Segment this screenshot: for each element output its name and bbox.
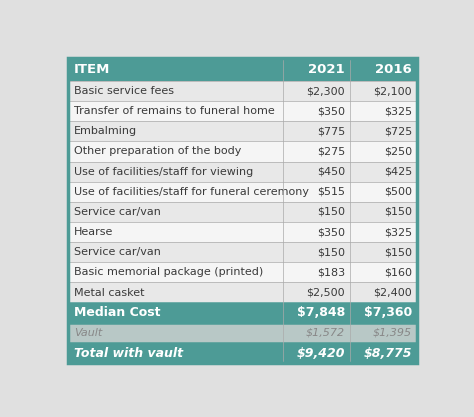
Text: $515: $515 (317, 187, 345, 197)
Bar (68, 141, 283, 161)
Text: $7,360: $7,360 (364, 306, 412, 319)
Text: Transfer of remains to funeral home: Transfer of remains to funeral home (74, 106, 275, 116)
Bar (68, 343, 283, 363)
Bar (350, 303, 418, 323)
Text: ITEM: ITEM (74, 63, 110, 76)
Bar (283, 101, 350, 121)
Bar (283, 343, 350, 363)
Bar (283, 222, 350, 242)
Text: $250: $250 (384, 146, 412, 156)
Text: $2,300: $2,300 (306, 86, 345, 96)
Bar (68, 242, 283, 262)
Bar (283, 282, 350, 303)
Bar (350, 343, 418, 363)
Bar (283, 182, 350, 202)
Bar (68, 81, 283, 101)
Text: $450: $450 (317, 167, 345, 177)
Text: Service car/van: Service car/van (74, 247, 161, 257)
Text: 2021: 2021 (308, 63, 345, 76)
Bar (283, 202, 350, 222)
Bar (283, 141, 350, 161)
Bar (68, 222, 283, 242)
Bar (68, 303, 283, 323)
Bar (283, 81, 350, 101)
Bar (350, 323, 418, 343)
Bar (68, 121, 283, 141)
Text: $2,400: $2,400 (373, 288, 412, 298)
Text: Other preparation of the body: Other preparation of the body (74, 146, 241, 156)
Text: Basic service fees: Basic service fees (74, 86, 174, 96)
Text: $425: $425 (383, 167, 412, 177)
Text: $2,500: $2,500 (306, 288, 345, 298)
Bar (283, 121, 350, 141)
Text: Vault: Vault (74, 328, 102, 338)
Text: $150: $150 (384, 247, 412, 257)
Text: $725: $725 (383, 126, 412, 136)
Bar (68, 202, 283, 222)
Text: Use of facilities/staff for viewing: Use of facilities/staff for viewing (74, 167, 253, 177)
Bar (350, 81, 418, 101)
Bar (350, 161, 418, 182)
Text: $500: $500 (384, 187, 412, 197)
Bar (68, 101, 283, 121)
Bar (350, 58, 418, 81)
Bar (283, 323, 350, 343)
Bar (350, 101, 418, 121)
Bar (350, 202, 418, 222)
Bar (350, 282, 418, 303)
Text: $275: $275 (317, 146, 345, 156)
Bar (350, 262, 418, 282)
Bar (350, 242, 418, 262)
Text: $1,395: $1,395 (373, 328, 412, 338)
Text: Metal casket: Metal casket (74, 288, 145, 298)
Bar (68, 182, 283, 202)
Bar (350, 182, 418, 202)
Bar (68, 262, 283, 282)
Text: $775: $775 (317, 126, 345, 136)
Bar (350, 141, 418, 161)
Text: $8,775: $8,775 (364, 347, 412, 359)
Text: $325: $325 (384, 106, 412, 116)
Text: $350: $350 (317, 106, 345, 116)
Text: Median Cost: Median Cost (74, 306, 160, 319)
Bar (283, 303, 350, 323)
Text: $150: $150 (317, 207, 345, 217)
Text: 2016: 2016 (375, 63, 412, 76)
Text: $325: $325 (384, 227, 412, 237)
Bar (68, 58, 283, 81)
Text: Hearse: Hearse (74, 227, 113, 237)
Text: $150: $150 (317, 247, 345, 257)
Bar (350, 121, 418, 141)
Text: Service car/van: Service car/van (74, 207, 161, 217)
Text: $1,572: $1,572 (306, 328, 345, 338)
Text: $9,420: $9,420 (296, 347, 345, 359)
Text: Use of facilities/staff for funeral ceremony: Use of facilities/staff for funeral cere… (74, 187, 309, 197)
Text: $150: $150 (384, 207, 412, 217)
Text: $183: $183 (317, 267, 345, 277)
Text: Total with vault: Total with vault (74, 347, 183, 359)
Bar (283, 161, 350, 182)
Bar (283, 58, 350, 81)
Text: $7,848: $7,848 (297, 306, 345, 319)
Bar (283, 262, 350, 282)
Bar (68, 161, 283, 182)
Text: Embalming: Embalming (74, 126, 137, 136)
Bar (283, 242, 350, 262)
Bar (68, 282, 283, 303)
Text: Basic memorial package (printed): Basic memorial package (printed) (74, 267, 263, 277)
Text: $350: $350 (317, 227, 345, 237)
Text: $2,100: $2,100 (374, 86, 412, 96)
Bar (68, 323, 283, 343)
Text: $160: $160 (384, 267, 412, 277)
Bar (350, 222, 418, 242)
